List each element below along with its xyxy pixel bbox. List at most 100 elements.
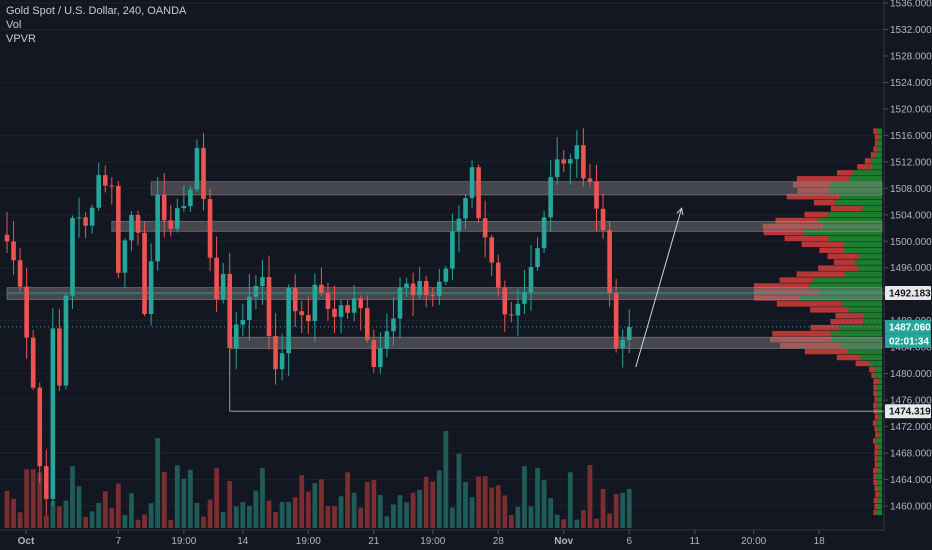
candle-body [37,387,43,467]
volume-bar [4,491,10,528]
volume-bar [246,505,252,528]
profile-bar-down [875,432,879,438]
profile-bar-down [804,348,849,355]
candle-body [391,318,396,332]
volume-bar [607,513,612,528]
vpvr-indicator-label[interactable]: VPVR [6,33,36,45]
profile-bar-down [836,354,861,361]
profile-bar-down [813,199,835,206]
arrow-head [676,207,684,216]
profile-bar-down [754,289,820,295]
level-low-tag-bg [885,404,931,419]
profile-bar-up [878,485,882,492]
volume-bar [535,467,540,528]
price-tick-label: 1508.000 [890,184,932,195]
volume-bar [109,508,115,528]
profile-bar-down [792,182,831,188]
profile-bar-up [808,283,882,289]
volume-indicator-label[interactable]: Vol [6,19,22,31]
symbol-title[interactable]: Gold Spot / U.S. Dollar, 240, OANDA [6,5,187,17]
profile-bar-up [871,158,882,164]
profile-bar-down [762,223,824,230]
current-price-tag: 1487.060 [889,322,931,333]
volume-bar [286,501,292,528]
candle-body [613,292,619,349]
profile-bar-up [878,450,882,456]
candle-body [286,288,291,354]
support-zone [6,287,883,300]
time-axis[interactable]: Oct 7 19:00 14 19:00 21 19:00 28 Nov 6 11 20:00 18 [0,529,884,550]
candle-body [437,281,442,296]
profile-bar-down [870,152,877,158]
candle-body [443,268,449,282]
candle-body [456,218,462,232]
candle-body [541,217,547,249]
candle-body [57,328,62,386]
volume-bar [214,467,219,528]
profile-bar-up [799,295,882,301]
profile-bar-up [876,384,882,391]
profile-bar-up [854,259,882,265]
profile-bar-down [874,140,878,146]
profile-bar-down [873,509,877,516]
candle-body [266,277,272,337]
volume-bar [207,499,213,528]
candle-body [325,292,331,309]
profile-bar-down [874,396,878,402]
profile-bar-down [873,378,879,385]
profile-bar-up [877,503,882,510]
volume-bar [325,506,331,528]
volume-bar [83,517,88,528]
candle-body [188,189,193,207]
volume-bar [495,485,501,528]
volume-bar [443,431,449,528]
profile-bar-down [772,330,831,337]
horizontal-levels[interactable] [0,292,884,412]
profile-bar-up [879,491,882,498]
time-tick-label: Nov [554,536,573,547]
volume-bar [279,501,285,528]
price-tick-label: 1496.000 [890,263,932,274]
price-tick-label: 1536.000 [890,0,932,10]
support-zones[interactable] [6,181,883,349]
profile-bar-up [864,313,882,319]
candle-body [24,286,29,338]
price-axis[interactable]: 1460.000 1464.000 1468.000 1472.000 1476.000… [883,0,932,550]
profile-bar-down [801,241,844,248]
profile-bar-up [875,438,882,444]
candle-body [181,206,187,209]
volume-bar [332,505,337,528]
candle-body [509,314,514,316]
profile-bar-up [876,390,882,396]
candle-body [30,337,36,388]
time-tick-label: 19:00 [296,536,321,547]
volume-bar [436,470,442,528]
volume-bar [567,472,573,528]
profile-bar-up [878,378,882,385]
profile-bar-down [796,176,850,182]
volume-bar [450,507,455,528]
projection-arrow[interactable] [635,207,684,368]
volume-bar [201,516,206,528]
profile-bar-up [862,319,882,325]
time-tick-label: 14 [237,536,249,547]
candle-body [76,217,82,219]
volume-bar [30,469,36,528]
time-tick-label: 7 [116,536,122,547]
support-zone [111,221,883,232]
profile-bar-up [877,140,882,146]
profile-bar-down [874,414,879,420]
countdown-tag-bg [885,333,931,348]
time-tick-label: 28 [493,536,505,547]
candle-body [273,336,278,370]
level-high-tag: 1492.183 [889,288,931,299]
price-tags: 1492.183 1487.060 02:01:34 1474.319 [885,285,931,419]
volume-bar [561,519,567,528]
volume-bar [463,482,468,528]
volume-bar [161,471,167,528]
candle-body [260,277,265,287]
profile-bar-down [873,479,878,486]
candle-body [4,234,10,242]
volume-bar [135,519,141,528]
